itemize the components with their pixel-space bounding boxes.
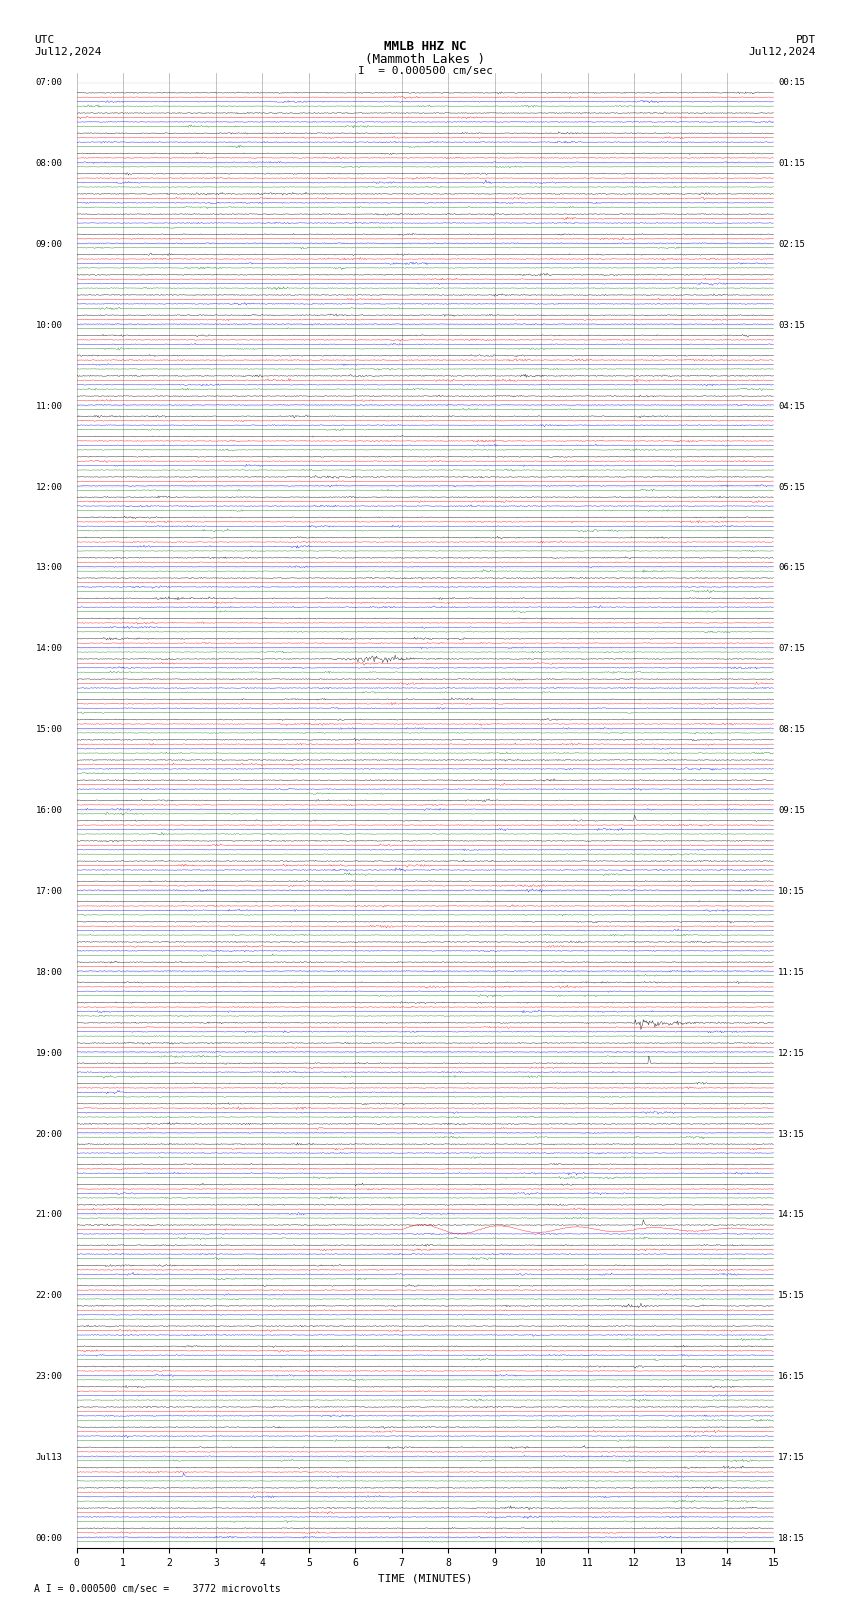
Text: 00:15: 00:15 bbox=[778, 77, 805, 87]
Text: (Mammoth Lakes ): (Mammoth Lakes ) bbox=[365, 53, 485, 66]
Text: MMLB HHZ NC: MMLB HHZ NC bbox=[383, 40, 467, 53]
Text: 15:00: 15:00 bbox=[36, 726, 63, 734]
Text: 13:00: 13:00 bbox=[36, 563, 63, 573]
Text: 11:00: 11:00 bbox=[36, 402, 63, 411]
Text: 12:15: 12:15 bbox=[778, 1048, 805, 1058]
Text: 02:15: 02:15 bbox=[778, 240, 805, 248]
Text: 08:15: 08:15 bbox=[778, 726, 805, 734]
Text: 13:15: 13:15 bbox=[778, 1129, 805, 1139]
Text: 19:00: 19:00 bbox=[36, 1048, 63, 1058]
Text: 10:15: 10:15 bbox=[778, 887, 805, 895]
Text: 22:00: 22:00 bbox=[36, 1292, 63, 1300]
Text: 14:00: 14:00 bbox=[36, 644, 63, 653]
Text: PDT: PDT bbox=[796, 35, 816, 45]
Text: 07:15: 07:15 bbox=[778, 644, 805, 653]
Text: 06:15: 06:15 bbox=[778, 563, 805, 573]
Text: 05:15: 05:15 bbox=[778, 482, 805, 492]
Text: 17:00: 17:00 bbox=[36, 887, 63, 895]
Text: 16:00: 16:00 bbox=[36, 806, 63, 815]
Text: 16:15: 16:15 bbox=[778, 1373, 805, 1381]
Text: Jul12,2024: Jul12,2024 bbox=[749, 47, 816, 56]
Text: 10:00: 10:00 bbox=[36, 321, 63, 329]
Text: 03:15: 03:15 bbox=[778, 321, 805, 329]
Text: Jul12,2024: Jul12,2024 bbox=[34, 47, 101, 56]
X-axis label: TIME (MINUTES): TIME (MINUTES) bbox=[377, 1574, 473, 1584]
Text: 08:00: 08:00 bbox=[36, 160, 63, 168]
Text: 09:15: 09:15 bbox=[778, 806, 805, 815]
Text: 04:15: 04:15 bbox=[778, 402, 805, 411]
Text: A I = 0.000500 cm/sec =    3772 microvolts: A I = 0.000500 cm/sec = 3772 microvolts bbox=[34, 1584, 280, 1594]
Text: UTC: UTC bbox=[34, 35, 54, 45]
Text: I  = 0.000500 cm/sec: I = 0.000500 cm/sec bbox=[358, 66, 492, 76]
Text: 11:15: 11:15 bbox=[778, 968, 805, 977]
Text: 18:00: 18:00 bbox=[36, 968, 63, 977]
Text: 17:15: 17:15 bbox=[778, 1453, 805, 1461]
Text: 12:00: 12:00 bbox=[36, 482, 63, 492]
Text: 14:15: 14:15 bbox=[778, 1210, 805, 1219]
Text: 20:00: 20:00 bbox=[36, 1129, 63, 1139]
Text: 07:00: 07:00 bbox=[36, 77, 63, 87]
Text: 23:00: 23:00 bbox=[36, 1373, 63, 1381]
Text: 21:00: 21:00 bbox=[36, 1210, 63, 1219]
Text: Jul13: Jul13 bbox=[36, 1453, 63, 1461]
Text: 15:15: 15:15 bbox=[778, 1292, 805, 1300]
Text: 18:15: 18:15 bbox=[778, 1534, 805, 1544]
Text: 09:00: 09:00 bbox=[36, 240, 63, 248]
Text: 00:00: 00:00 bbox=[36, 1534, 63, 1544]
Text: 01:15: 01:15 bbox=[778, 160, 805, 168]
